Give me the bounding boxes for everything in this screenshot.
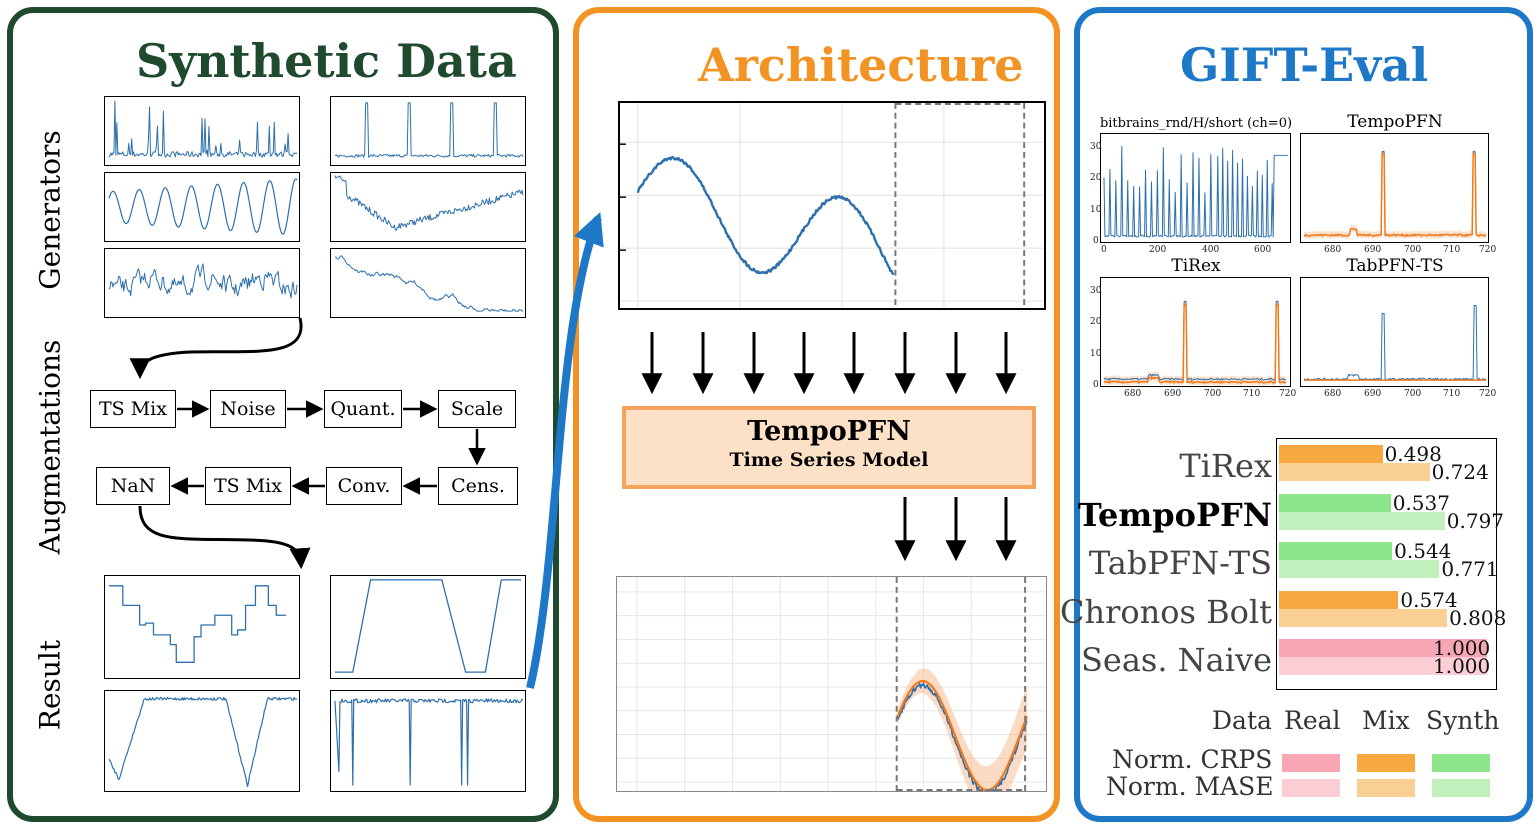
gift-data-plot <box>1100 133 1291 243</box>
swatch-real-crps <box>1282 754 1340 772</box>
generator-plot-4 <box>330 172 526 242</box>
series-line <box>108 585 287 663</box>
aug-step-cens: Cens. <box>438 467 518 505</box>
model-name: TempoPFN <box>747 416 911 447</box>
series-line <box>108 100 298 158</box>
generators-label: Generators <box>33 130 67 290</box>
aug-step-noise: Noise <box>210 390 286 428</box>
data-plot-title: bitbrains_rnd/H/short (ch=0) <box>1099 116 1293 131</box>
series-line <box>334 255 524 312</box>
model-subtitle: Time Series Model <box>729 449 929 471</box>
result-plot-4 <box>330 690 526 792</box>
gift-xtick: 200 <box>1149 245 1167 255</box>
gift-ytick: 30 <box>1090 142 1102 152</box>
series-line <box>1303 151 1487 237</box>
context-series-plot <box>618 101 1046 310</box>
legend-mase-label: Norm. MASE <box>1106 772 1274 801</box>
series-line <box>334 102 524 158</box>
gift-xtick: 0 <box>1101 245 1107 255</box>
forecast-line <box>896 679 1029 791</box>
aug-step-conv: Conv. <box>326 467 402 505</box>
generator-plot-2 <box>330 96 526 166</box>
swatch-synth-crps <box>1432 754 1490 772</box>
gift-xtick: 680 <box>1124 389 1142 399</box>
result-plot-3 <box>104 690 300 792</box>
legend-data-label: Data <box>1212 706 1272 735</box>
series-line <box>108 696 298 788</box>
swatch-synth-mase <box>1432 779 1490 797</box>
gift-tempopfn-plot <box>1300 133 1489 243</box>
aug-step-ts-mix-1: TS Mix <box>90 390 176 428</box>
gift-xtick: 690 <box>1364 245 1382 255</box>
series-line <box>636 155 895 276</box>
series-line <box>108 178 298 235</box>
gift-xtick: 700 <box>1204 389 1222 399</box>
gift-xtick: 720 <box>1479 389 1497 399</box>
synthetic-data-title: Synthetic Data <box>136 34 517 88</box>
uncertainty-band <box>1303 149 1487 240</box>
gift-ytick: 10 <box>1090 205 1102 215</box>
augmentations-label: Augmentations <box>33 339 67 555</box>
result-plot-1 <box>104 575 300 679</box>
generator-plot-6 <box>330 248 526 318</box>
gift-tirex-plot <box>1100 277 1291 387</box>
aug-step-quant: Quant. <box>324 390 402 428</box>
gift-xtick: 700 <box>1404 389 1422 399</box>
gift-xtick: 690 <box>1164 389 1182 399</box>
gift-xtick: 710 <box>1443 245 1461 255</box>
gift-eval-title: GIFT-Eval <box>1180 38 1429 92</box>
gift-ytick: 30 <box>1090 286 1102 296</box>
gift-xtick: 710 <box>1443 389 1461 399</box>
series-line <box>334 579 522 673</box>
gift-xtick: 720 <box>1279 389 1297 399</box>
swatch-mix-mase <box>1357 779 1415 797</box>
legend-mix-label: Mix <box>1362 706 1410 735</box>
aug-step-nan: NaN <box>96 467 170 505</box>
gift-xtick: 690 <box>1364 389 1382 399</box>
series-line <box>334 698 524 786</box>
gift-tabpfn-plot <box>1300 277 1489 387</box>
uncertainty-band <box>897 668 1028 791</box>
gift-ytick: 10 <box>1090 349 1102 359</box>
gift-ytick: 0 <box>1093 380 1099 390</box>
swatch-real-mase <box>1282 779 1340 797</box>
gift-xtick: 720 <box>1479 245 1497 255</box>
architecture-title: Architecture <box>698 38 1024 92</box>
series-line <box>1103 145 1289 238</box>
forecast-line <box>1103 303 1287 384</box>
tirex-plot-title: TiRex <box>1171 256 1221 276</box>
legend-real-label: Real <box>1284 706 1341 735</box>
tempopfn-plot-title: TempoPFN <box>1347 112 1443 132</box>
generator-plot-5 <box>104 248 300 318</box>
gift-ytick: 0 <box>1093 236 1099 246</box>
gift-xtick: 600 <box>1254 245 1272 255</box>
tabpfn-plot-title: TabPFN-TS <box>1346 256 1444 276</box>
uncertainty-band <box>1103 298 1287 386</box>
gift-xtick: 680 <box>1324 245 1342 255</box>
gift-xtick: 710 <box>1243 389 1261 399</box>
result-label: Result <box>33 639 67 731</box>
gift-xtick: 400 <box>1202 245 1220 255</box>
legend-synth-label: Synth <box>1426 706 1500 735</box>
aug-step-scale: Scale <box>438 390 516 428</box>
aug-step-ts-mix-2: TS Mix <box>205 467 291 505</box>
series-line <box>334 175 524 231</box>
series-line <box>108 263 298 299</box>
generator-plot-3 <box>104 172 300 242</box>
gift-xtick: 700 <box>1404 245 1422 255</box>
series-line <box>1103 301 1287 381</box>
series-line <box>1303 305 1487 381</box>
gift-eval-panel <box>1074 7 1533 822</box>
gift-ytick: 20 <box>1090 173 1102 183</box>
forecast-output-plot <box>616 576 1047 792</box>
gift-xtick: 680 <box>1324 389 1342 399</box>
generator-plot-1 <box>104 96 300 166</box>
swatch-mix-crps <box>1357 754 1415 772</box>
legend-crps-label: Norm. CRPS <box>1112 745 1273 774</box>
tempopfn-model-box: TempoPFN Time Series Model <box>622 406 1036 489</box>
forecast-line <box>1303 152 1487 237</box>
result-plot-2 <box>330 575 526 679</box>
gift-ytick: 20 <box>1090 317 1102 327</box>
